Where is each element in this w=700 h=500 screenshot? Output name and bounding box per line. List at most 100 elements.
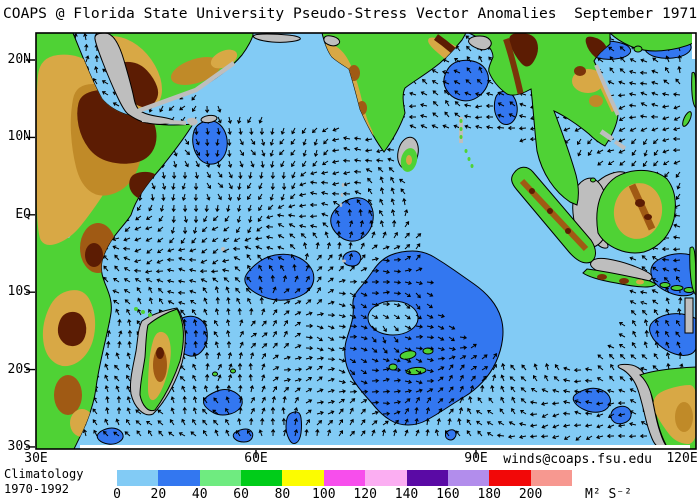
colorbar-swatch (158, 470, 200, 486)
luzon-sliver (691, 71, 696, 109)
map-shape (212, 371, 218, 377)
axis-ticks (26, 59, 477, 458)
map-shape (54, 375, 82, 415)
anomaly-patch (493, 90, 518, 126)
map-body (36, 33, 696, 449)
map-shape (339, 203, 343, 207)
map-shape (459, 127, 463, 131)
map-shape (340, 193, 344, 197)
map-shape (574, 66, 586, 76)
gujarat-gray (323, 35, 341, 47)
anomaly-patch (344, 250, 504, 426)
map-shape (170, 57, 222, 85)
anomaly-patch (285, 411, 302, 444)
right-edge-white (692, 33, 696, 59)
map-shape (659, 282, 671, 288)
colorbar-value: 200 (518, 487, 543, 500)
bottom-white-band (80, 445, 690, 449)
lon-tick-label: 120E (666, 451, 698, 466)
colorbar-swatch (365, 470, 407, 486)
arabia-coast-gray (137, 61, 236, 114)
credit-email: winds@coaps.fsu.edu (503, 452, 652, 467)
map-shape (670, 285, 684, 291)
anomaly-patch (330, 197, 374, 242)
map-shape (200, 114, 218, 124)
colorbar-swatch (282, 470, 324, 486)
colorbar-value: 80 (274, 487, 291, 500)
lat-tick-label: 20N (7, 52, 31, 67)
colorbar-value: 20 (150, 487, 167, 500)
map-shape (636, 279, 644, 285)
map-shape (388, 363, 398, 371)
map-shape (590, 177, 596, 183)
units-label: M² S⁻² (585, 487, 632, 500)
anomaly-patch (572, 387, 611, 413)
colorbar-swatch (489, 470, 531, 486)
map-shape (635, 199, 645, 207)
land-china (609, 33, 696, 52)
map-shape (470, 164, 474, 168)
colorbar-swatch (530, 470, 572, 486)
colorbar-value: 180 (477, 487, 501, 500)
climatology-label-line1: Climatology (4, 467, 84, 481)
map-shape (459, 119, 463, 123)
map-shape (682, 111, 692, 127)
map-shape (342, 259, 346, 263)
lat-tick-label: 10N (7, 129, 31, 144)
right-edge-gray (684, 297, 694, 334)
map-frame (35, 32, 697, 450)
lat-tick-label: 20S (7, 362, 31, 377)
colorbar-swatch (117, 470, 159, 486)
colorbar (117, 470, 572, 486)
map-shape (589, 95, 603, 107)
colorbar-swatch (447, 470, 490, 486)
lat-tick-label: EQ (15, 207, 31, 222)
page-title: COAPS @ Florida State University Pseudo-… (3, 5, 698, 22)
vietnam-coast-gray (594, 64, 620, 116)
map-shape (230, 368, 236, 374)
map-shape (134, 307, 138, 311)
gulf-gray (252, 33, 301, 43)
bengal-head-gray (468, 35, 492, 51)
map-shape (141, 310, 145, 314)
map-shape (156, 347, 164, 359)
map-shape (464, 149, 468, 153)
lon-tick-label: 30E (24, 451, 48, 466)
map-shape (341, 183, 345, 187)
colorbar-swatch (241, 470, 283, 486)
map-shape (547, 208, 553, 214)
map-shape (644, 214, 652, 220)
colorbar-swatch (199, 470, 242, 486)
map-shape (467, 157, 471, 161)
red-sea-gray (94, 33, 175, 125)
natuna-gray (613, 139, 627, 151)
colorbar-value: 120 (353, 487, 377, 500)
map-shape (148, 313, 152, 317)
map-shape (153, 348, 167, 382)
lon-tick-label: 90E (464, 451, 488, 466)
map-shape (459, 135, 463, 139)
map-shape (221, 247, 225, 251)
map-shape (85, 243, 103, 267)
map-shape (619, 278, 629, 284)
lat-tick-label: 30S (7, 439, 31, 454)
map-shape (399, 350, 417, 360)
colorbar-value: 100 (312, 487, 336, 500)
map-shape (565, 228, 571, 234)
lon-tick-label: 60E (244, 451, 268, 466)
colorbar-value: 0 (113, 487, 121, 500)
map-shape (406, 155, 412, 165)
horn-gray (186, 117, 198, 126)
map-shape (675, 402, 693, 432)
map-shape (633, 45, 643, 53)
colorbar-swatch (406, 470, 448, 486)
somali-coast-gray (141, 118, 187, 125)
sulawesi-sliver (689, 246, 696, 296)
map-shape (597, 274, 607, 280)
natuna-gray (599, 129, 614, 142)
map-shape (529, 188, 535, 194)
lat-tick-label: 10S (7, 284, 31, 299)
colorbar-value: 160 (436, 487, 460, 500)
